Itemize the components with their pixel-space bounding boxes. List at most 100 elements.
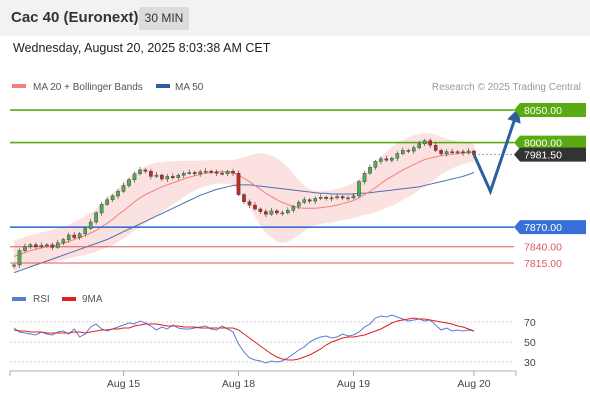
candle bbox=[50, 242, 55, 251]
candle bbox=[318, 194, 323, 201]
candle bbox=[61, 237, 66, 246]
candle bbox=[417, 140, 422, 150]
candle bbox=[264, 209, 268, 218]
candle bbox=[275, 209, 279, 216]
candle bbox=[170, 173, 175, 180]
watermark: Research © 2025 Trading Central bbox=[432, 82, 581, 93]
candle bbox=[138, 166, 142, 176]
candle bbox=[461, 149, 465, 156]
candle bbox=[307, 198, 312, 204]
candle bbox=[444, 149, 449, 157]
candle bbox=[384, 155, 389, 162]
candle bbox=[127, 178, 131, 188]
ma20-line bbox=[13, 151, 474, 257]
candle bbox=[39, 242, 44, 249]
candle bbox=[412, 145, 416, 154]
candle bbox=[23, 243, 27, 253]
level-tag-7870.00 bbox=[514, 220, 586, 235]
candle bbox=[66, 232, 71, 243]
candle bbox=[165, 174, 170, 182]
candle bbox=[236, 170, 241, 197]
candle bbox=[433, 142, 438, 153]
candle bbox=[247, 199, 252, 208]
candle bbox=[105, 196, 109, 207]
candle bbox=[99, 202, 104, 216]
candle bbox=[149, 168, 153, 180]
legend-swatch-ma50 bbox=[156, 84, 170, 88]
candle bbox=[176, 173, 181, 180]
chart-header: Cac 40 (Euronext) 30 MIN bbox=[0, 0, 590, 36]
candle bbox=[94, 211, 98, 225]
candle bbox=[291, 204, 296, 213]
ma50-line bbox=[13, 172, 475, 274]
candle bbox=[88, 219, 93, 231]
candle bbox=[390, 156, 394, 163]
candle bbox=[302, 196, 307, 205]
legend-swatch-rsi bbox=[12, 297, 26, 301]
candle bbox=[181, 170, 186, 179]
rsi-tick-30: 30 bbox=[524, 357, 536, 369]
rsi-tick-70: 70 bbox=[524, 317, 536, 329]
legend-9ma-label: 9MA bbox=[82, 294, 103, 305]
forecast-arrow bbox=[472, 109, 520, 196]
candle bbox=[455, 150, 460, 155]
candle bbox=[335, 193, 339, 200]
legend-ma50-label: MA 50 bbox=[175, 82, 204, 93]
candle bbox=[83, 226, 87, 237]
candle bbox=[132, 171, 137, 183]
level-label-8000.00: 8000.00 bbox=[524, 138, 562, 150]
candle bbox=[187, 169, 192, 175]
level-tag-8000.00 bbox=[514, 135, 586, 150]
candle bbox=[143, 168, 148, 174]
candle bbox=[121, 182, 126, 194]
candle bbox=[439, 148, 443, 156]
candle bbox=[34, 242, 38, 250]
candle bbox=[324, 195, 328, 201]
candle bbox=[12, 263, 16, 269]
level-label-7840.00: 7840.00 bbox=[524, 242, 562, 254]
candle bbox=[395, 151, 400, 162]
x-tick-label: Aug 19 bbox=[337, 378, 370, 390]
legend-ma20-label: MA 20 + Bollinger Bands bbox=[33, 82, 143, 93]
price-legend: MA 20 + Bollinger Bands MA 50 bbox=[12, 82, 204, 93]
candle bbox=[450, 148, 454, 154]
candle bbox=[28, 243, 33, 249]
level-tag-7981.50 bbox=[514, 147, 586, 162]
candle bbox=[192, 170, 197, 177]
candle bbox=[401, 147, 405, 156]
candle bbox=[351, 193, 356, 200]
candle bbox=[357, 179, 361, 199]
candle bbox=[258, 207, 263, 214]
candle bbox=[242, 193, 246, 205]
candle bbox=[209, 169, 213, 175]
chart-timestamp: Wednesday, August 20, 2025 8:03:38 AM CE… bbox=[13, 41, 271, 55]
rsi-legend: RSI 9MA bbox=[12, 294, 103, 305]
candle bbox=[56, 239, 60, 249]
candle bbox=[280, 210, 285, 216]
candle bbox=[198, 169, 203, 177]
candle bbox=[77, 232, 82, 240]
candle bbox=[346, 195, 350, 201]
legend-rsi-label: RSI bbox=[33, 294, 50, 305]
x-tick-label: Aug 20 bbox=[457, 378, 490, 390]
candle bbox=[220, 170, 224, 176]
level-label-7981.50: 7981.50 bbox=[524, 150, 562, 162]
candle bbox=[231, 168, 235, 177]
candle bbox=[286, 207, 290, 215]
candle bbox=[253, 202, 257, 211]
candle bbox=[313, 196, 318, 205]
rsi-line bbox=[13, 314, 475, 364]
candle bbox=[329, 195, 334, 202]
timeframe-badge[interactable]: 30 MIN bbox=[139, 7, 189, 30]
level-label-7870.00: 7870.00 bbox=[524, 222, 562, 234]
x-tick-label: Aug 15 bbox=[107, 378, 140, 390]
candle bbox=[225, 169, 230, 177]
instrument-title: Cac 40 (Euronext) bbox=[11, 9, 139, 26]
candle bbox=[154, 172, 159, 179]
candle bbox=[340, 194, 345, 201]
candle bbox=[362, 170, 367, 185]
candle bbox=[72, 232, 76, 240]
candle bbox=[110, 194, 115, 203]
candle bbox=[406, 148, 411, 154]
x-tick-label: Aug 18 bbox=[222, 378, 255, 390]
